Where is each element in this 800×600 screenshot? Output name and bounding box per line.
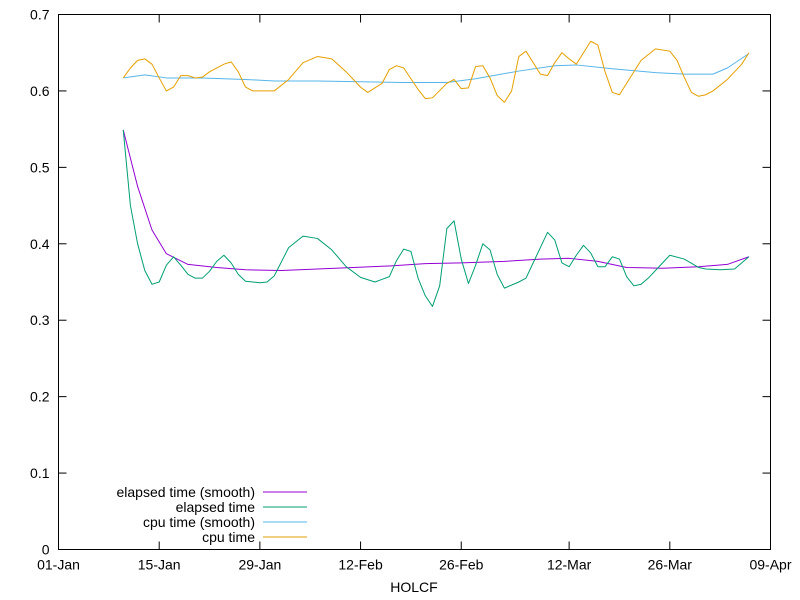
y-tick-label: 0 <box>42 542 50 558</box>
y-tick-label: 0.1 <box>30 465 50 481</box>
x-tick-label: 26-Mar <box>648 557 693 573</box>
legend-label: elapsed time <box>176 499 256 515</box>
series-line-elapsed-time <box>122 129 750 307</box>
legend-label: cpu time (smooth) <box>143 514 255 530</box>
x-tick-label: 01-Jan <box>37 557 80 573</box>
y-axis: 0 0.1 0.2 0.3 0.4 0.5 0.6 0.7 <box>30 7 771 558</box>
y-tick-label: 0.2 <box>30 389 50 405</box>
x-tick-label: 12-Feb <box>338 557 383 573</box>
y-tick-label: 0.4 <box>30 236 50 252</box>
x-tick-label: 15-Jan <box>138 557 181 573</box>
x-tick-label: 26-Feb <box>439 557 484 573</box>
legend-label: elapsed time (smooth) <box>116 484 255 500</box>
legend-label: cpu time <box>202 529 255 545</box>
series-line-cpu-time <box>122 40 750 103</box>
y-tick-label: 0.6 <box>30 83 50 99</box>
x-tick-label: 29-Jan <box>238 557 281 573</box>
plot-border <box>58 14 771 550</box>
x-tick-label: 12-Mar <box>547 557 592 573</box>
x-axis-title: HOLCF <box>390 579 437 595</box>
x-tick-label: 09-Apr <box>749 557 791 573</box>
series-line-cpu-time-smooth <box>123 53 750 84</box>
plot-series <box>122 40 750 307</box>
y-tick-label: 0.3 <box>30 312 50 328</box>
y-tick-label: 0.5 <box>30 159 50 175</box>
y-tick-label: 0.7 <box>30 7 50 23</box>
series-line-elapsed-time-smooth <box>122 129 750 272</box>
x-axis: 01-Jan 15-Jan 29-Jan 12-Feb 26-Feb 12-Mar 26-M… <box>37 14 792 573</box>
